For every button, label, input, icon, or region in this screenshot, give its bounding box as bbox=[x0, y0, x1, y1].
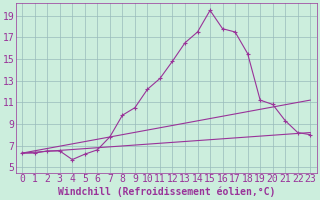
X-axis label: Windchill (Refroidissement éolien,°C): Windchill (Refroidissement éolien,°C) bbox=[58, 187, 275, 197]
